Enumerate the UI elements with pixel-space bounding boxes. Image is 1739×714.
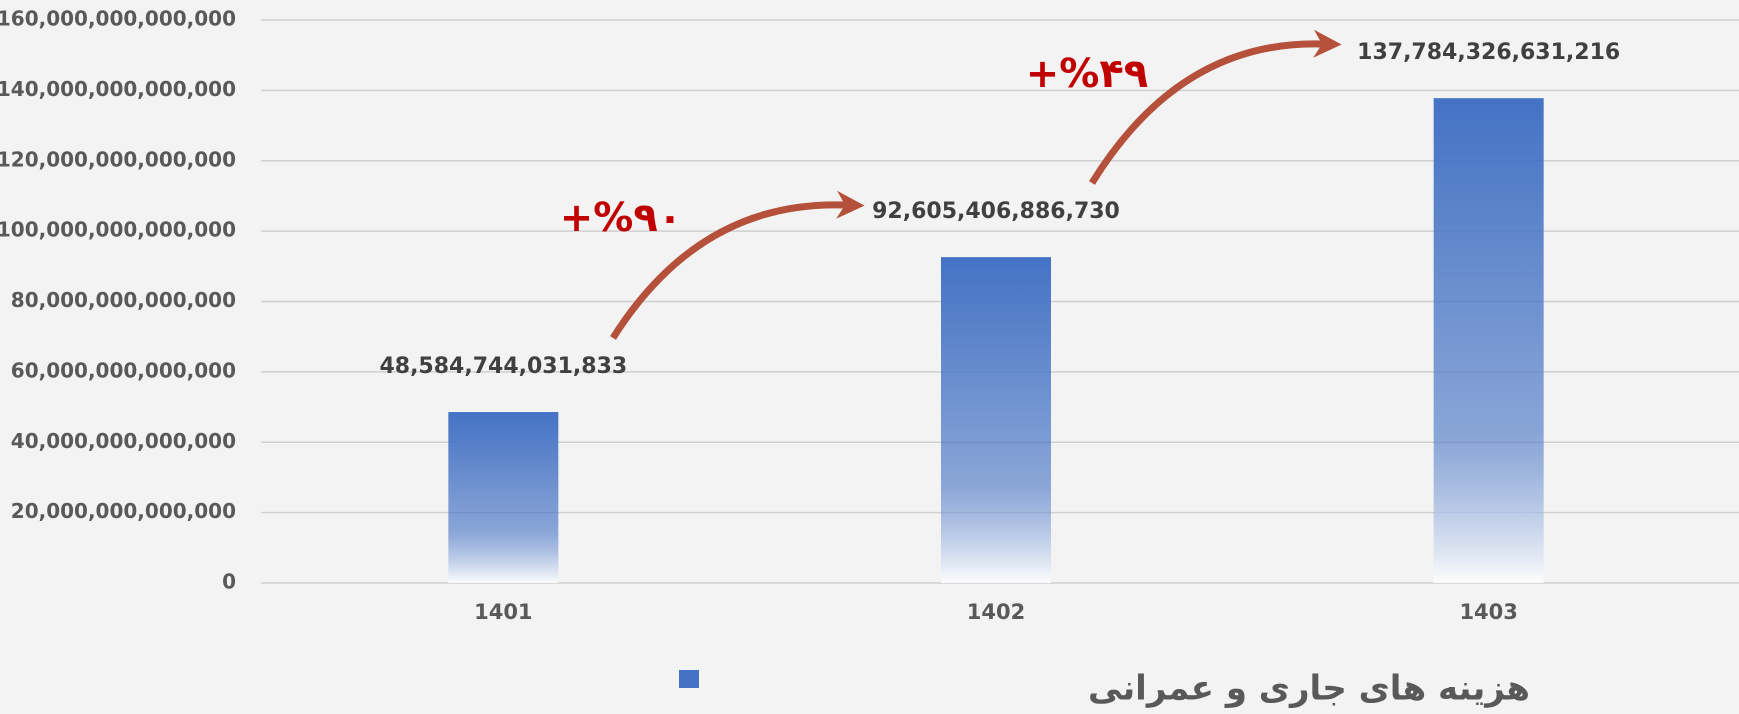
- y-tick-label: 120,000,000,000,000: [0, 147, 236, 171]
- x-tick-label: 1402: [967, 600, 1025, 624]
- y-tick-label: 60,000,000,000,000: [11, 358, 236, 382]
- legend-swatch: [679, 670, 699, 688]
- y-tick-label: 40,000,000,000,000: [11, 429, 236, 453]
- bar: [448, 412, 559, 583]
- y-tick-label: 160,000,000,000,000: [0, 7, 236, 31]
- y-tick-label: 20,000,000,000,000: [11, 499, 236, 523]
- bar: [941, 257, 1051, 583]
- annotation: +%۴۹: [1026, 51, 1148, 97]
- y-tick-label: 100,000,000,000,000: [0, 218, 236, 242]
- value-label: 92,605,406,886,730: [872, 199, 1120, 224]
- x-tick-label: 1401: [474, 600, 532, 624]
- bar: [1433, 98, 1544, 584]
- legend-label: هزینه های جاری و عمرانی: [1088, 669, 1530, 709]
- value-label: 137,784,326,631,216: [1357, 40, 1620, 65]
- arrow: [610, 190, 865, 340]
- x-tick-label: 1403: [1459, 600, 1517, 624]
- y-tick-label: 140,000,000,000,000: [0, 77, 236, 101]
- arrow: [1089, 29, 1342, 185]
- y-tick-label: 0: [222, 570, 236, 594]
- annotation: +%۹۰: [560, 195, 682, 241]
- y-tick-label: 80,000,000,000,000: [11, 288, 236, 312]
- value-label: 48,584,744,031,833: [379, 354, 627, 379]
